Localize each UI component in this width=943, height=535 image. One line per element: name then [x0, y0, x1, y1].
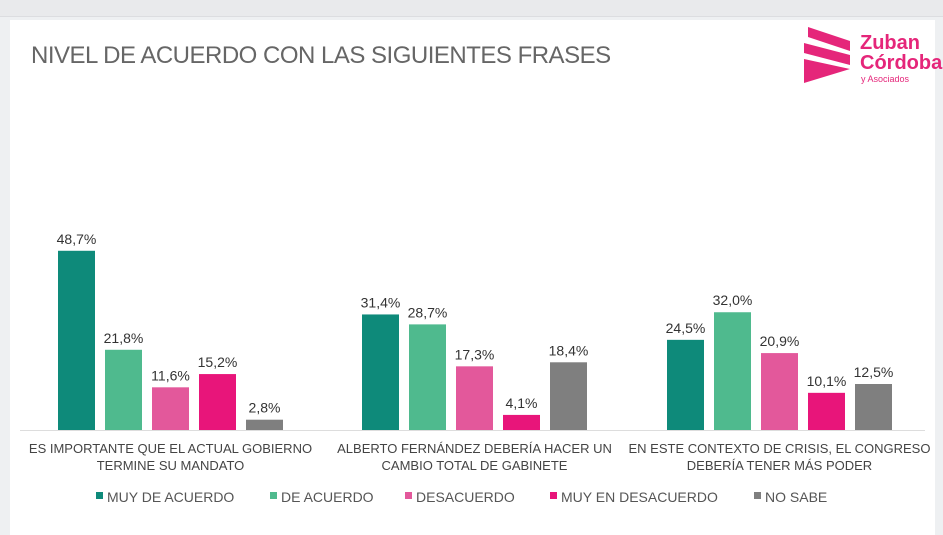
legend-label: DESACUERDO: [416, 489, 515, 505]
legend-label: MUY EN DESACUERDO: [561, 489, 718, 505]
category-label: ES IMPORTANTE QUE EL ACTUAL GOBIERNO: [29, 441, 312, 456]
bar-desacuerdo: [456, 366, 493, 430]
chart-card: [10, 20, 935, 535]
data-label: 10,1%: [807, 373, 847, 389]
data-label: 32,0%: [713, 292, 753, 308]
zuban-cordoba-logo: Zuban Córdoba y Asociados: [800, 25, 943, 87]
data-label: 48,7%: [57, 231, 97, 247]
legend-label: NO SABE: [765, 489, 827, 505]
bar-muy-de-acuerdo: [58, 250, 95, 430]
data-label: 12,5%: [854, 364, 894, 380]
category-label: CAMBIO TOTAL DE GABINETE: [382, 458, 568, 473]
legend-label: MUY DE ACUERDO: [107, 489, 234, 505]
top-bar: [0, 0, 943, 17]
logo-subtext: y Asociados: [861, 74, 910, 84]
legend-swatch: [405, 492, 412, 499]
bar-muy-en-desacuerdo: [808, 392, 845, 430]
bar-de-acuerdo: [409, 324, 446, 430]
data-label: 4,1%: [506, 395, 538, 411]
logo-text: Córdoba: [860, 52, 943, 74]
legend-swatch: [754, 492, 761, 499]
data-label: 2,8%: [249, 400, 281, 416]
data-label: 17,3%: [455, 346, 495, 362]
bar-de-acuerdo: [105, 349, 142, 430]
data-label: 28,7%: [408, 304, 448, 320]
logo-text: Zuban: [860, 32, 920, 54]
legend-swatch: [550, 492, 557, 499]
data-label: 20,9%: [760, 333, 800, 349]
chart-title: NIVEL DE ACUERDO CON LAS SIGUIENTES FRAS…: [31, 42, 611, 69]
bar-no-sabe: [246, 419, 283, 430]
category-label: ALBERTO FERNÁNDEZ DEBERÍA HACER UN: [337, 441, 612, 456]
bar-desacuerdo: [761, 353, 798, 430]
category-label: EN ESTE CONTEXTO DE CRISIS, EL CONGRESO: [629, 441, 931, 456]
bar-desacuerdo: [152, 387, 189, 430]
data-label: 21,8%: [104, 330, 144, 346]
data-label: 24,5%: [666, 320, 706, 336]
legend-label: DE ACUERDO: [281, 489, 374, 505]
logo-mark-icon: [804, 27, 850, 83]
category-label: TERMINE SU MANDATO: [97, 458, 245, 473]
data-label: 11,6%: [151, 367, 190, 383]
bar-muy-en-desacuerdo: [199, 374, 236, 430]
bar-no-sabe: [855, 384, 892, 430]
data-label: 18,4%: [549, 342, 589, 358]
legend-swatch: [96, 492, 103, 499]
legend-swatch: [270, 492, 277, 499]
bar-de-acuerdo: [714, 312, 751, 430]
category-label: DEBERÍA TENER MÁS PODER: [687, 458, 872, 473]
data-label: 31,4%: [361, 294, 401, 310]
bar-muy-de-acuerdo: [362, 314, 399, 430]
bar-no-sabe: [550, 362, 587, 430]
bar-muy-de-acuerdo: [667, 339, 704, 430]
bar-muy-en-desacuerdo: [503, 414, 540, 430]
data-label: 15,2%: [198, 354, 238, 370]
